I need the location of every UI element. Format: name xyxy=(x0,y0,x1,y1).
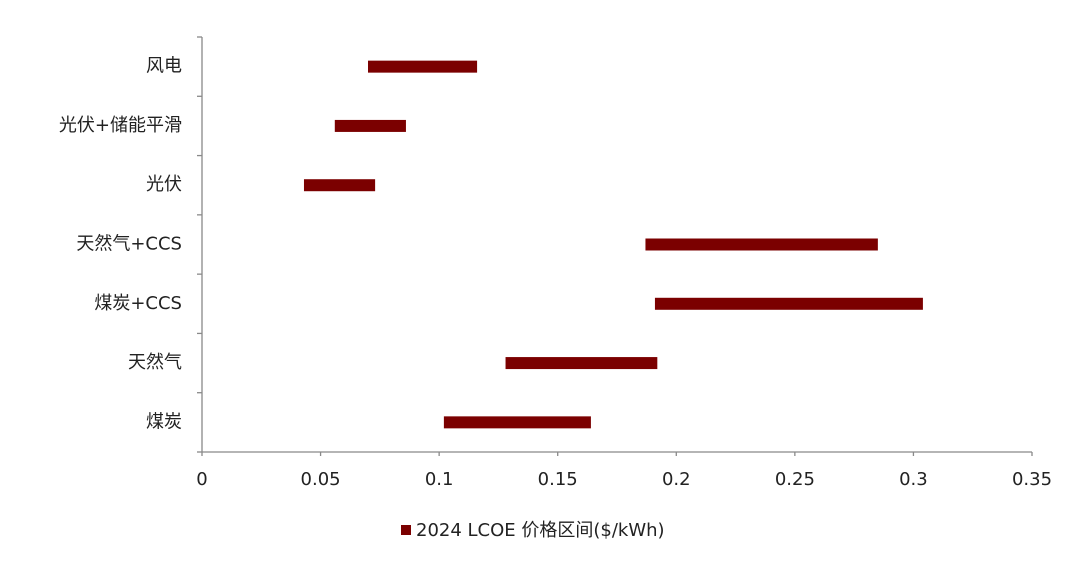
bar xyxy=(654,297,923,310)
x-tick-label: 0.3 xyxy=(899,469,928,490)
bar xyxy=(505,357,658,370)
x-tick-label: 0 xyxy=(196,469,207,490)
y-tick-label: 煤炭+CCS xyxy=(94,293,182,314)
y-tick-label: 风电 xyxy=(146,56,182,77)
bar xyxy=(303,179,376,192)
legend-swatch xyxy=(401,525,411,535)
x-tick-label: 0.1 xyxy=(425,469,454,490)
x-tick-label: 0.2 xyxy=(662,469,691,490)
y-tick-label: 天然气+CCS xyxy=(76,234,182,255)
x-tick-label: 0.25 xyxy=(775,469,815,490)
x-tick-label: 0.15 xyxy=(538,469,578,490)
x-tick-label: 0.05 xyxy=(301,469,341,490)
bar xyxy=(334,119,406,132)
y-tick-label: 天然气 xyxy=(128,352,182,373)
legend-label: 2024 LCOE 价格区间($/kWh) xyxy=(416,520,665,541)
bar xyxy=(368,60,478,73)
y-tick-label: 光伏 xyxy=(146,174,182,195)
x-tick-label: 0.35 xyxy=(1012,469,1052,490)
bar xyxy=(443,416,591,429)
y-tick-label: 煤炭 xyxy=(146,411,182,432)
bar xyxy=(645,238,878,251)
y-tick-label: 光伏+储能平滑 xyxy=(59,115,182,136)
